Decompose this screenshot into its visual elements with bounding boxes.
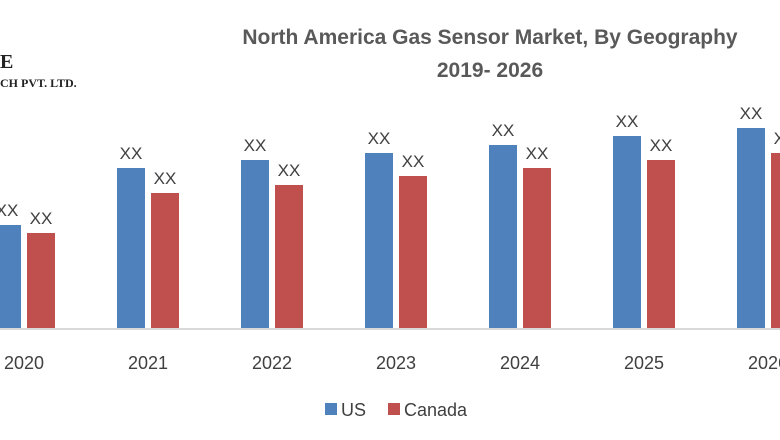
x-tick-label: 2025 xyxy=(624,353,664,373)
logo-line2: CH PVT. LTD. xyxy=(0,76,77,90)
bar-canada-2025 xyxy=(647,160,675,328)
x-tick-label: 2023 xyxy=(376,353,416,373)
bar-us-2020 xyxy=(0,225,21,328)
bar-us-2022 xyxy=(241,160,269,328)
data-label: XX xyxy=(154,169,177,188)
data-label: XX xyxy=(368,129,391,148)
bar-us-2021 xyxy=(117,168,145,328)
legend-swatch-us xyxy=(325,403,337,415)
bar-canada-2024 xyxy=(523,168,551,328)
bar-us-2024 xyxy=(489,145,517,328)
data-label: XX xyxy=(616,112,639,131)
data-label: XX xyxy=(278,161,301,180)
data-label: XX xyxy=(402,152,425,171)
x-tick-label: 2021 xyxy=(128,353,168,373)
legend-swatch-canada xyxy=(388,403,400,415)
legend-label-canada: Canada xyxy=(404,400,468,420)
x-tick-label: 2026 xyxy=(748,353,780,373)
data-label: XX xyxy=(740,104,763,123)
x-tick-label: 2024 xyxy=(500,353,540,373)
bar-us-2025 xyxy=(613,136,641,328)
data-label: XX xyxy=(30,209,53,228)
legend-label-us: US xyxy=(341,400,366,420)
data-label: XX xyxy=(492,121,515,140)
data-label: XX xyxy=(650,136,673,155)
bar-canada-2020 xyxy=(27,233,55,328)
bar-us-2023 xyxy=(365,153,393,328)
bar-us-2026 xyxy=(737,128,765,328)
x-tick-label: 2022 xyxy=(252,353,292,373)
bar-canada-2023 xyxy=(399,176,427,328)
bar-canada-2021 xyxy=(151,193,179,328)
data-label: XX xyxy=(774,129,780,148)
data-label: XX xyxy=(244,136,267,155)
logo-line1: E xyxy=(0,51,13,73)
bar-canada-2022 xyxy=(275,185,303,328)
chart-subtitle: 2019- 2026 xyxy=(437,59,543,82)
data-label: XX xyxy=(120,144,143,163)
bar-canada-2026 xyxy=(771,153,780,328)
x-tick-label: 2020 xyxy=(4,353,44,373)
chart-title: North America Gas Sensor Market, By Geog… xyxy=(242,26,738,49)
data-label: XX xyxy=(0,201,18,220)
data-label: XX xyxy=(526,144,549,163)
